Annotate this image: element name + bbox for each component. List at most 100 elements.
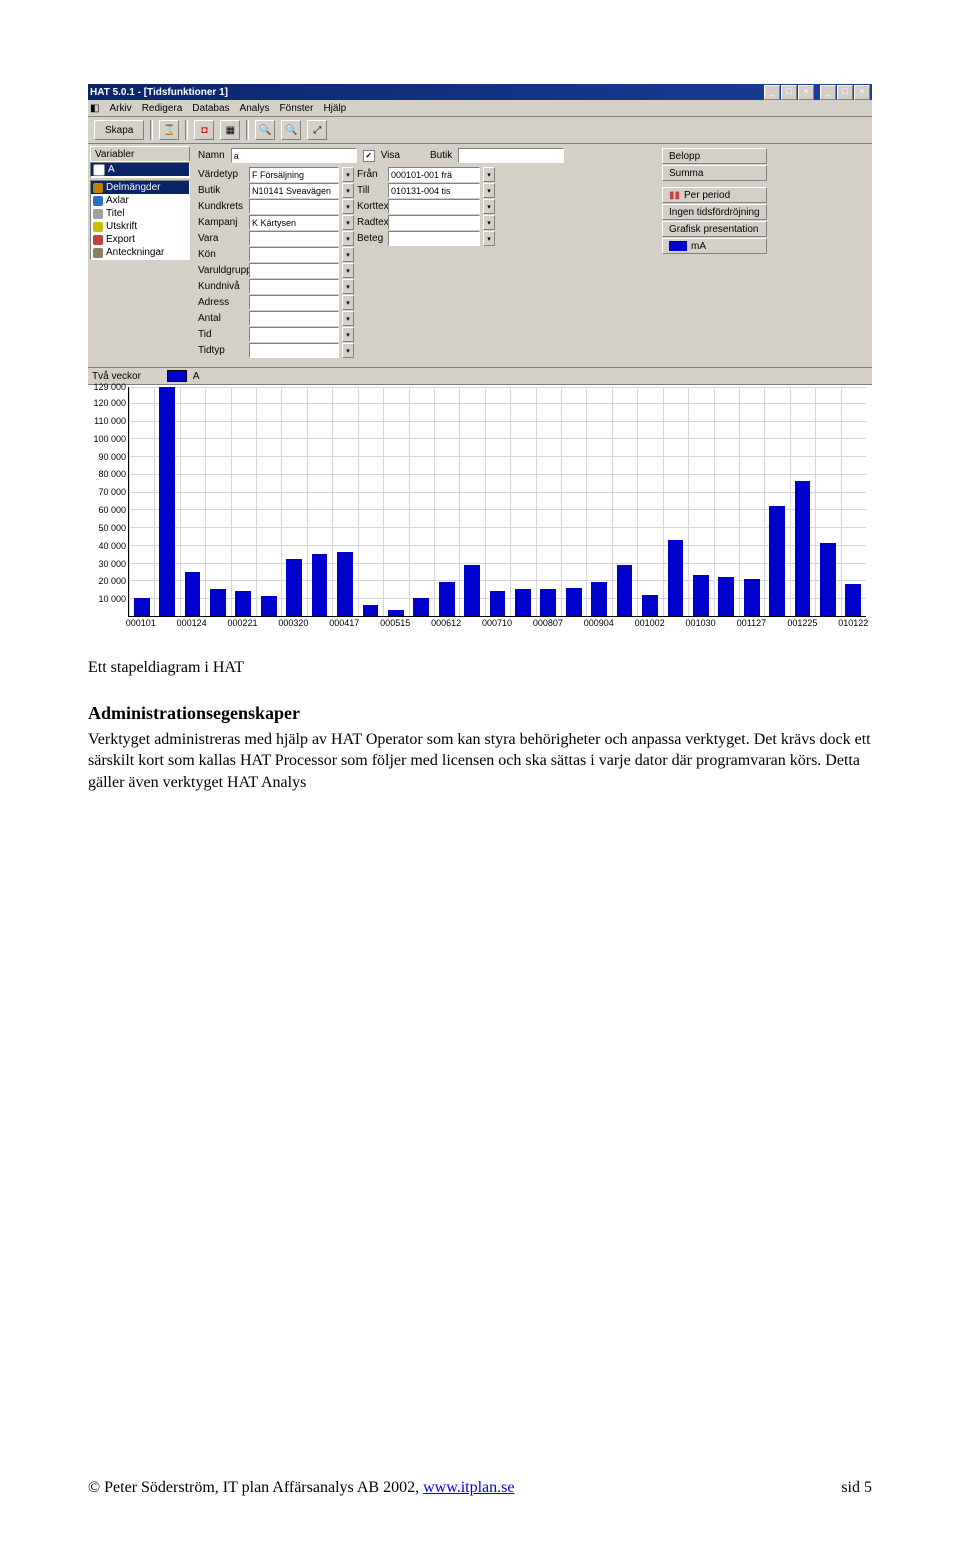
side-item-titel[interactable]: Titel [91,207,189,220]
window-titlebar: HAT 5.0.1 - [Tidsfunktioner 1] _ □ × _ □… [88,84,872,100]
bar [464,565,480,616]
section-heading: Administrationsegenskaper [88,701,872,725]
legend-series-label: A [193,371,200,382]
filter-row: Tidtyp▾ [198,343,866,358]
bar [312,554,328,616]
footer-left: © Peter Söderström, IT plan Affärsanalys… [88,1479,514,1497]
butik-input[interactable] [458,148,564,163]
side-item-delmängder[interactable]: Delmängder [91,181,189,194]
zoom-out-icon[interactable]: 🔍 [281,120,301,140]
hourglass-icon[interactable]: ⌛ [159,120,179,140]
y-axis: 10 00020 00030 00040 00050 00060 00070 0… [88,385,128,631]
belopp-button[interactable]: Belopp [662,148,767,164]
app-icon: ◧ [90,103,99,114]
filter-row: Antal▾ [198,311,866,326]
filter-panel: Namn a ✓ Visa Butik VärdetypF Försäljnin… [192,144,872,367]
bar [413,598,429,616]
bar [210,589,226,616]
figure-caption: Ett stapeldiagram i HAT [88,657,872,679]
bar [566,588,582,616]
bar [363,605,379,616]
bar [718,577,734,616]
window-title: HAT 5.0.1 - [Tidsfunktioner 1] [90,87,228,98]
bar [744,579,760,616]
menu-redigera[interactable]: Redigera [142,103,183,114]
bar [617,565,633,616]
bar [235,591,251,616]
side-var-a[interactable]: A [91,163,189,176]
minimize-button[interactable]: _ [764,85,780,100]
bar [668,540,684,616]
per-period-button[interactable]: ▮▮ Per period [662,187,767,203]
menu-fonster[interactable]: Fönster [280,103,314,114]
menubar: ◧ Arkiv Redigera Databas Analys Fönster … [88,100,872,117]
side-list: DelmängderAxlarTitelUtskriftExportAnteck… [90,180,190,260]
right-button-column: Belopp Summa ▮▮ Per period Ingen tidsför… [662,148,767,254]
bar [388,610,404,616]
table-icon[interactable]: ▦ [220,120,240,140]
filter-row: Varuldgrupp▾ [198,263,866,278]
side-var-label: A [108,164,115,175]
bar [591,582,607,616]
butik-label: Butik [430,150,452,161]
legend-caption: Två veckor [92,371,141,382]
name-input[interactable]: a [231,148,357,163]
bar [769,506,785,616]
hat-app-window: HAT 5.0.1 - [Tidsfunktioner 1] _ □ × _ □… [88,84,872,631]
filter-row: Adress▾ [198,295,866,310]
side-item-axlar[interactable]: Axlar [91,194,189,207]
bar [693,575,709,616]
menu-arkiv[interactable]: Arkiv [109,103,131,114]
chart: Två veckor A 10 00020 00030 00040 00050 … [88,368,872,631]
visa-label: Visa [381,150,400,161]
bar [261,596,277,616]
name-label: Namn [198,150,225,161]
side-item-anteckningar[interactable]: Anteckningar [91,246,189,259]
bar [795,481,811,616]
bar [490,591,506,616]
bar [642,595,658,616]
footer-right: sid 5 [841,1479,872,1497]
menu-analys[interactable]: Analys [240,103,270,114]
visa-checkbox[interactable]: ✓ [363,150,375,162]
skapa-button[interactable]: Skapa [94,120,144,140]
grafisk-pres-button[interactable]: Grafisk presentation [662,221,767,237]
toolbar: Skapa ⌛ ◘ ▦ 🔍 🔍 ⤢ [88,117,872,144]
mdi-maximize-button[interactable]: □ [837,85,853,100]
legend-swatch [167,370,187,382]
chart-icon[interactable]: ◘ [194,120,214,140]
bar [820,543,836,616]
section-paragraph: Verktyget administreras med hjälp av HAT… [88,729,872,794]
bar [845,584,861,616]
side-item-export[interactable]: Export [91,233,189,246]
page-footer: © Peter Söderström, IT plan Affärsanalys… [88,1479,872,1497]
bar [185,572,201,616]
bar [286,559,302,616]
chart-legend: Två veckor A [88,368,872,385]
x-axis: 0001010001240002210003200004170005150006… [128,618,866,631]
ingen-tidsford-button[interactable]: Ingen tidsfördröjning [662,204,767,220]
close-button[interactable]: × [798,85,814,100]
bar [540,589,556,616]
plot-area [128,387,866,617]
mdi-close-button[interactable]: × [854,85,870,100]
chart-small-icon: ▮▮ [669,190,680,201]
zoom-fit-icon[interactable]: ⤢ [307,120,327,140]
filter-row: Tid▾ [198,327,866,342]
bar [515,589,531,616]
side-tab-variabler[interactable]: Variabler [90,146,190,162]
maximize-button[interactable]: □ [781,85,797,100]
menu-hjalp[interactable]: Hjälp [323,103,346,114]
footer-link[interactable]: www.itplan.se [423,1479,514,1496]
side-item-utskrift[interactable]: Utskrift [91,220,189,233]
document-body: Ett stapeldiagram i HAT Administrationse… [88,657,872,794]
summa-button[interactable]: Summa [662,165,767,181]
mdi-minimize-button[interactable]: _ [820,85,836,100]
zoom-in-icon[interactable]: 🔍 [255,120,275,140]
bar [159,387,175,616]
legend-small-swatch [669,241,687,251]
legend-small-label: mA [691,241,706,252]
side-panel: Variabler A DelmängderAxlarTitelUtskrift… [88,144,192,367]
menu-databas[interactable]: Databas [192,103,229,114]
bar [439,582,455,616]
